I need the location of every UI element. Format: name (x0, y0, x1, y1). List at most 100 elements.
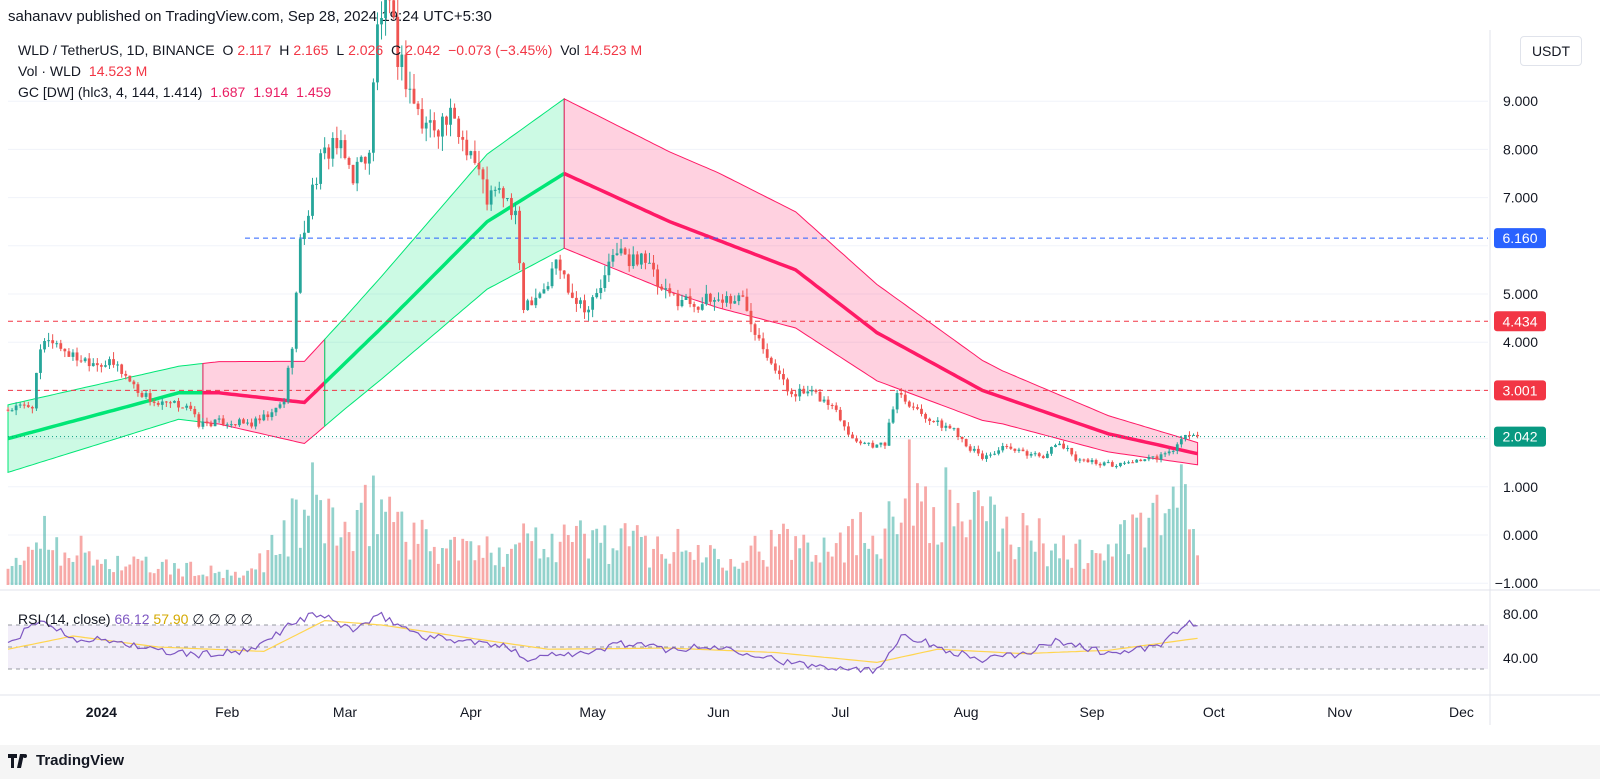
candle-body (485, 179, 489, 205)
candle (254, 416, 258, 430)
candle (518, 206, 521, 271)
candle (1025, 449, 1029, 459)
candle-body (851, 434, 854, 439)
volume-bar (1175, 507, 1179, 585)
volume-bar (708, 545, 712, 585)
candle (644, 250, 647, 270)
candle-body (1159, 454, 1163, 460)
candle-body (59, 343, 63, 349)
candle-body (623, 248, 627, 255)
volume-bar (250, 568, 253, 585)
candle (952, 427, 956, 431)
candle (367, 149, 371, 175)
candle-body (1131, 462, 1135, 464)
candle-body (1098, 463, 1102, 466)
candle-body (579, 300, 582, 304)
volume-bar (1147, 517, 1151, 585)
candle-body (607, 261, 611, 276)
candle (891, 406, 895, 424)
candle (59, 339, 63, 352)
candle (465, 130, 469, 161)
candle (627, 248, 631, 272)
candle (879, 442, 883, 448)
candle-body (315, 183, 318, 185)
time-tick-label: Feb (215, 704, 239, 720)
candle-body (55, 343, 59, 345)
candle (270, 408, 274, 421)
symbol-legend: WLD / TetherUS, 1D, BINANCE O 2.117 H 2.16… (18, 42, 646, 58)
volume-bar (1001, 528, 1005, 585)
candle (493, 186, 497, 197)
candle-body (859, 441, 862, 444)
price-chart[interactable]: 6.160 4.434 3.001 2.042 9.000 8.000 7.000 5.000… (0, 0, 1600, 745)
candle (1196, 431, 1199, 439)
candle-body (453, 107, 456, 119)
time-tick-label: Apr (460, 704, 482, 720)
currency-button[interactable]: USDT (1520, 36, 1582, 66)
candle-body (786, 379, 789, 392)
candle (916, 404, 919, 411)
rsi-legend: RSI (14, close) 66.12 57.90 ∅ ∅ ∅ ∅ (18, 611, 253, 628)
volume-bar (1192, 528, 1195, 585)
volume-bar (546, 557, 550, 585)
candle (1163, 451, 1167, 458)
candle (1151, 456, 1155, 460)
candle-body (806, 391, 810, 394)
candle (355, 157, 359, 192)
candle-body (1163, 453, 1167, 455)
candle (981, 450, 984, 461)
time-tick-label: Oct (1203, 704, 1225, 720)
volume-bar (859, 512, 862, 585)
volume-bar (254, 569, 258, 585)
candle (359, 155, 363, 163)
volume-bar (607, 563, 611, 585)
candle (193, 406, 197, 418)
volume-bar (262, 572, 266, 585)
candle (826, 396, 830, 410)
volume-bar (713, 548, 716, 585)
volume-bar (656, 536, 659, 585)
candle (43, 338, 46, 353)
time-tick-label: Jul (831, 704, 849, 720)
volume-bar (6, 568, 10, 585)
candle-body (262, 414, 266, 421)
candle-body (152, 401, 156, 403)
candle (14, 402, 18, 416)
candle (635, 251, 639, 267)
candle (960, 436, 964, 443)
candle (278, 402, 282, 410)
candle (648, 252, 651, 264)
candle (169, 400, 172, 408)
candle-body (1188, 434, 1191, 436)
volume-bar (39, 548, 42, 585)
candle-body (863, 442, 867, 444)
volume-bar (968, 519, 972, 585)
volume-bar (384, 511, 387, 585)
volume-bar (71, 561, 75, 585)
candle-body (242, 419, 245, 424)
candle (911, 402, 915, 411)
candle (91, 358, 95, 367)
candle-body (10, 410, 14, 412)
volume-bar (327, 498, 331, 585)
candle-body (189, 405, 193, 409)
candle-body (879, 442, 883, 445)
volume-bar (928, 543, 932, 585)
ohlc-h-label: H (279, 42, 290, 58)
volume-bar (936, 544, 940, 585)
tradingview-logo[interactable]: TradingView (8, 749, 124, 773)
candle (376, 12, 379, 91)
candle-body (834, 405, 838, 410)
candle (1033, 451, 1037, 457)
candle (400, 45, 404, 81)
candle-body (75, 352, 79, 361)
candle-body (778, 370, 781, 375)
ohlc-o-value: 2.117 (237, 42, 272, 58)
candle-body (335, 137, 339, 149)
volume-bar (465, 541, 469, 585)
volume-bar (335, 545, 339, 585)
price-tick-label: 0.000 (1503, 527, 1538, 543)
candle (83, 356, 87, 363)
volume-bar (794, 536, 798, 585)
candle-body (903, 394, 907, 402)
